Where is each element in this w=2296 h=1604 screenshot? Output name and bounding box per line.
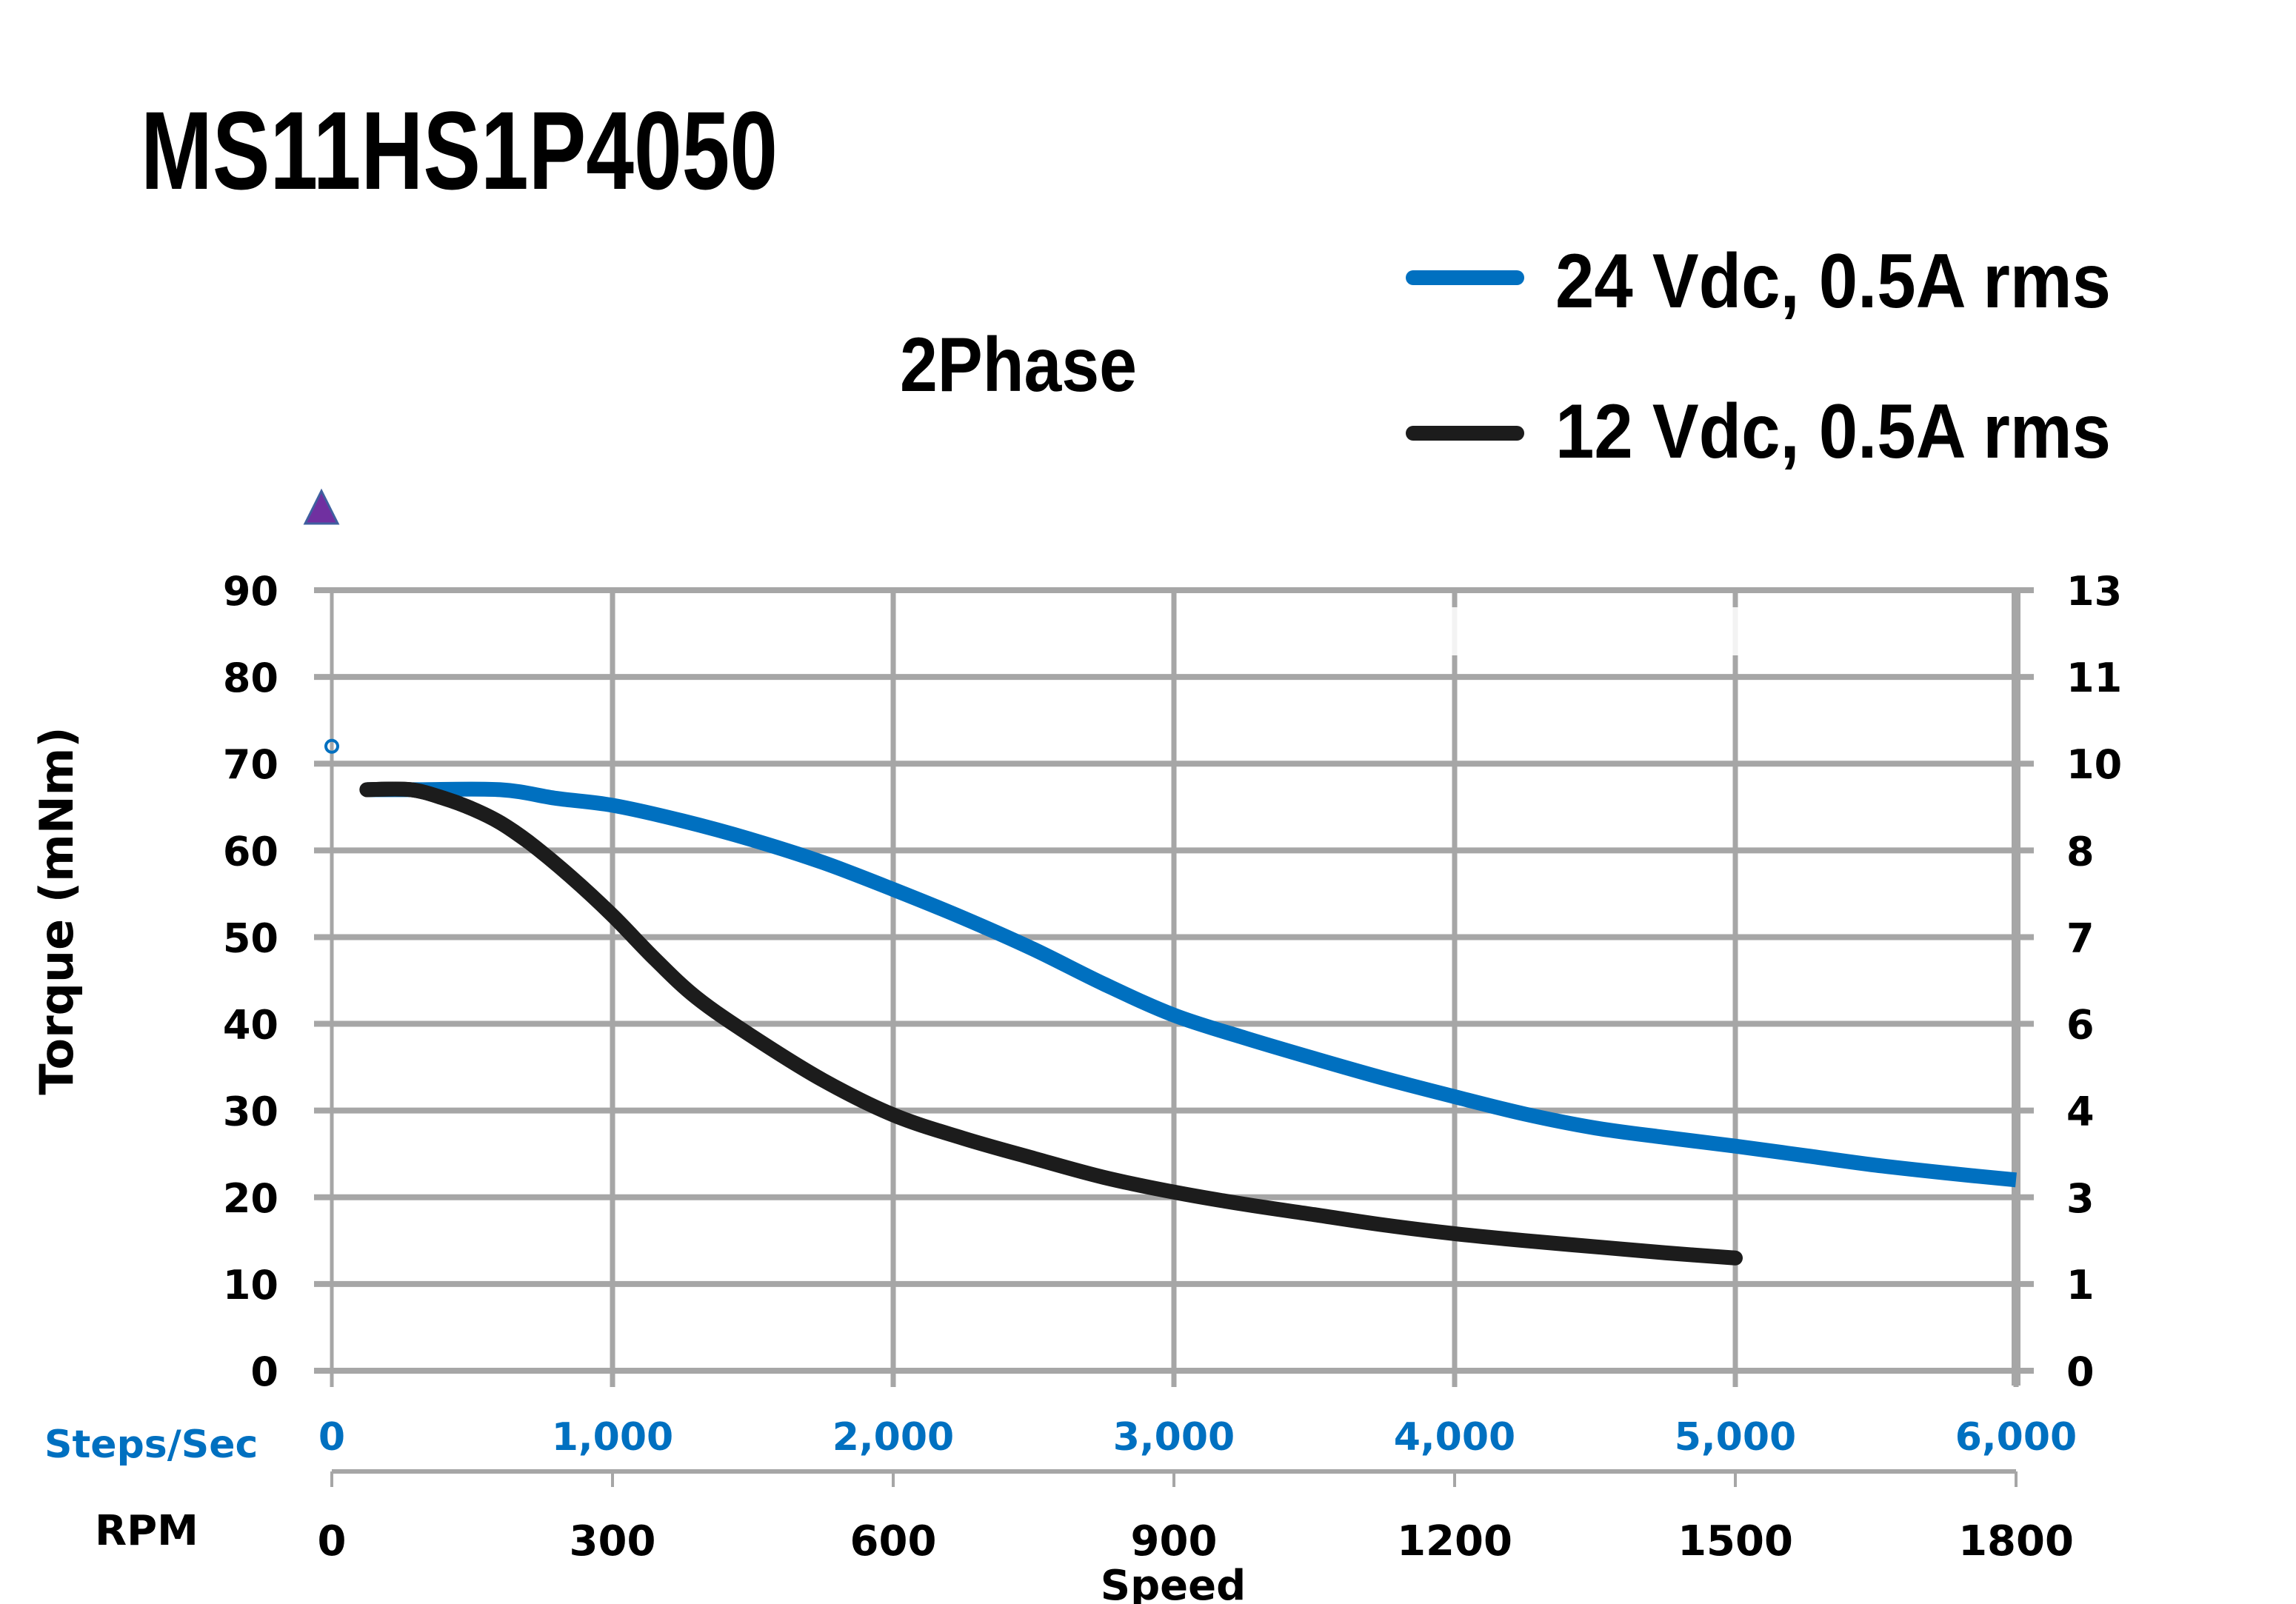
y-tick-label: 60 [223, 828, 278, 875]
y-right-tick-label: 4 [2066, 1089, 2095, 1135]
x-tick-rpm-label: 1800 [1958, 1517, 2074, 1565]
y-right-tick-label: 8 [2066, 828, 2095, 875]
x-tick-rpm-label: 600 [850, 1517, 937, 1565]
y-tick-label: 90 [223, 568, 278, 615]
x-tick-steps-label: 2,000 [832, 1415, 954, 1460]
y-right-tick-label: 11 [2066, 655, 2122, 701]
x-tick-rpm-label: 300 [570, 1517, 656, 1565]
y-tick-label: 10 [223, 1262, 278, 1309]
y-tick-label: 70 [223, 741, 278, 788]
y-right-tick-label: 10 [2066, 741, 2122, 788]
legend-label-12vdc: 12 Vdc, 0.5A rms [1555, 389, 2111, 475]
y-tick-label: 80 [223, 655, 278, 701]
y-tick-label: 20 [223, 1175, 278, 1222]
open-circle-marker [324, 738, 339, 754]
y-tick-label: 0 [250, 1349, 278, 1395]
grid [314, 587, 2034, 1387]
y-right-tick-label: 7 [2066, 915, 2095, 961]
triangle-marker [303, 488, 340, 525]
y-right-tick-label: 1 [2066, 1262, 2095, 1309]
y-axis-label: Torque (mNm) [30, 726, 84, 1095]
x-axis-rpm-label: RPM [95, 1507, 198, 1555]
x-axis-label: Speed [1101, 1562, 1246, 1604]
x-tick-rpm-label: 900 [1131, 1517, 1218, 1565]
chart-title: MS11HS1P4050 [141, 88, 778, 213]
y-axis-left: 0 10 20 30 40 50 60 70 80 90 [223, 568, 278, 1395]
y-right-tick-label: 0 [2066, 1349, 2095, 1395]
series-line-24vdc [367, 781, 2017, 1188]
x-tick-steps-label: 4,000 [1394, 1415, 1515, 1460]
y-right-tick-label: 13 [2066, 568, 2122, 615]
x-tick-rpm-label: 1200 [1397, 1517, 1512, 1565]
series-group [359, 781, 2017, 1266]
y-right-tick-label: 3 [2066, 1175, 2095, 1222]
markers-group [303, 488, 340, 754]
series-line-12vdc-head [359, 781, 536, 849]
x-tick-steps-label: 6,000 [1955, 1415, 2077, 1460]
x-tick-steps-label: 3,000 [1113, 1415, 1235, 1460]
x-axis-steps-label: Steps/Sec [44, 1423, 258, 1467]
legend-label-24vdc: 24 Vdc, 0.5A rms [1555, 238, 2111, 324]
y-tick-label: 30 [223, 1089, 278, 1135]
x-tick-steps-label: 0 [318, 1415, 345, 1460]
legend: 24 Vdc, 0.5A rms 12 Vdc, 0.5A rms [1406, 238, 2111, 475]
x-tick-steps-label: 1,000 [552, 1415, 673, 1460]
x-tick-rpm-label: 0 [318, 1517, 347, 1565]
x-tick-steps-label: 5,000 [1675, 1415, 1796, 1460]
y-tick-label: 50 [223, 915, 278, 961]
y-right-tick-label: 6 [2066, 1002, 2095, 1049]
x-tick-rpm-label: 1500 [1678, 1517, 1793, 1565]
x-axes: 0 1,000 2,000 3,000 4,000 5,000 6,000 0 300 600 90… [318, 1415, 2078, 1565]
y-tick-label: 40 [223, 1002, 278, 1049]
chart-subtitle: 2Phase [900, 322, 1137, 408]
